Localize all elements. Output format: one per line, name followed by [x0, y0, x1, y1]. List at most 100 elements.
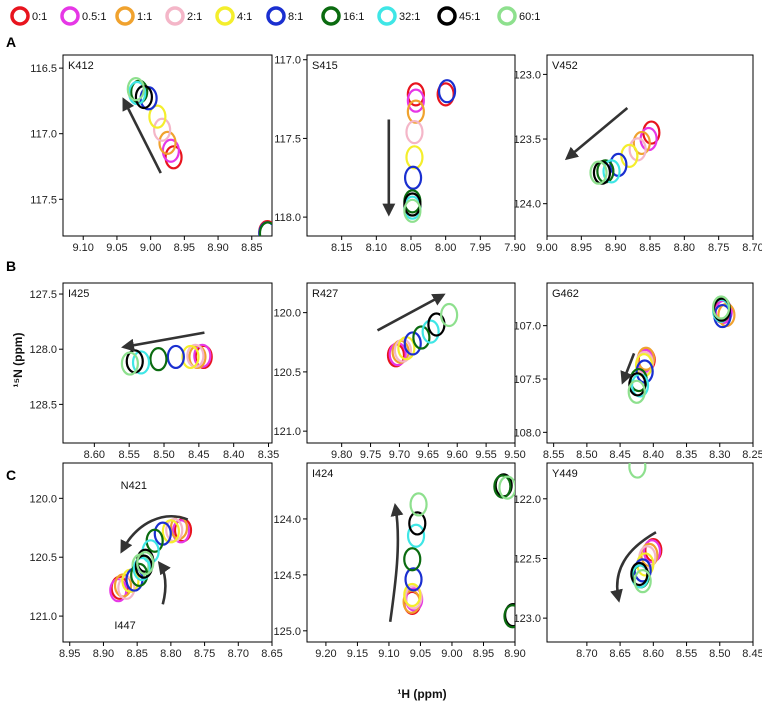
peak-8-1: [437, 79, 457, 104]
plot-area: [403, 79, 457, 223]
y-tick-label: 124.5: [273, 570, 301, 582]
x-tick-label: 8.35: [258, 449, 279, 461]
legend: 0:1 0.5:1 1:1 2:1 4:1 8:1 16:1 32:1 45:1 60:1: [10, 6, 540, 26]
panel-4: 8.60 8.55 8.50 8.45 8.40 8.35 127.5 128.0 128.5 I…: [29, 282, 279, 461]
x-tick-label: 8.85: [126, 648, 147, 660]
legend-label: 4:1: [237, 11, 252, 23]
y-tick-label: 122.0: [513, 494, 541, 506]
x-tick-label: 8.30: [709, 449, 730, 461]
shift-arrow: [122, 97, 162, 174]
legend-swatch: [437, 6, 457, 26]
x-tick-label: 9.00: [536, 242, 557, 254]
peak-60-1: [126, 77, 145, 102]
y-tick-label: 122.5: [513, 553, 541, 565]
panels: 9.10 9.05 9.00 8.95 8.90 8.85 116.5 117.0 117.5 K…: [29, 54, 762, 660]
plot-frame: [62, 54, 273, 237]
legend-label: 60:1: [519, 11, 540, 23]
x-tick-label: 9.75: [360, 449, 381, 461]
peak-60-1: [712, 295, 731, 320]
y-tick-label: 117.5: [30, 194, 57, 206]
y-tick-label: 127.5: [29, 289, 57, 301]
x-tick-label: 8.45: [609, 449, 630, 461]
x-tick-label: 9.10: [73, 242, 94, 254]
x-tick-label: 8.50: [153, 449, 174, 461]
x-tick-label: 9.10: [378, 648, 399, 660]
x-tick-label: 8.90: [504, 648, 525, 660]
y-tick-label: 123.0: [513, 69, 541, 81]
panel-title: Y449: [552, 468, 578, 480]
shift-arrow: [376, 293, 446, 332]
panel-7: 8.95 8.90 8.85 8.80 8.75 8.70 8.65 120.0 120.5 12…: [29, 462, 283, 660]
peak-32-1: [602, 159, 621, 184]
y-tick-label: 117.5: [274, 133, 301, 145]
peak-32-1: [406, 523, 426, 548]
x-tick-label: 9.50: [504, 449, 525, 461]
legend-label: 1:1: [137, 11, 152, 23]
row-label-A: A: [6, 34, 16, 50]
y-tick-label: 125.0: [273, 626, 301, 638]
shift-arrow: [564, 107, 629, 161]
y-tick-label: 124.0: [273, 514, 301, 526]
x-tick-label: 8.50: [709, 648, 730, 660]
x-tick-label: 8.60: [643, 648, 664, 660]
legend-label: 16:1: [343, 11, 364, 23]
row-label-B: B: [6, 258, 16, 274]
x-tick-label: 9.60: [447, 449, 468, 461]
legend-label: 32:1: [399, 11, 420, 23]
x-tick-label: 9.05: [106, 242, 127, 254]
x-tick-label: 8.70: [576, 648, 597, 660]
y-tick-label: 120.0: [29, 493, 57, 505]
plot-frame: [306, 54, 516, 237]
peak-4-1: [181, 344, 200, 370]
peak-60-1: [409, 492, 428, 517]
peak-60-1: [120, 351, 139, 376]
legend-label: 0.5:1: [82, 11, 106, 23]
peak-4-1: [405, 145, 424, 170]
peak-16-1: [412, 325, 431, 350]
panel-5: 9.80 9.75 9.70 9.65 9.60 9.55 9.50 120.0 120.5 12…: [273, 282, 526, 461]
y-tick-label: 107.5: [513, 374, 541, 386]
y-tick-label: 121.0: [29, 611, 57, 623]
plot-area: [402, 473, 515, 629]
peak-0-5-1: [406, 88, 425, 113]
x-tick-label: 8.55: [118, 449, 139, 461]
x-tick-label: 8.65: [609, 648, 630, 660]
panel-title: S415: [312, 60, 338, 72]
y-tick-label: 120.5: [273, 367, 301, 379]
x-tick-label: 8.90: [605, 242, 626, 254]
legend-swatch: [377, 6, 397, 26]
y-tick-label: 117.0: [274, 55, 301, 67]
y-tick-label: 107.0: [513, 321, 541, 333]
x-tick-label: 8.55: [543, 449, 564, 461]
x-tick-label: 8.40: [223, 449, 244, 461]
peak-4-1: [148, 104, 167, 129]
panel-title: K412: [68, 60, 94, 72]
y-axis-title: ¹⁵N (ppm): [11, 333, 25, 388]
peak-32-1: [421, 319, 440, 344]
y-tick-label: 121.0: [273, 426, 301, 438]
x-tick-label: 8.95: [59, 648, 80, 660]
panel-9: 8.70 8.65 8.60 8.55 8.50 8.45 122.0 122.5 123.0 Y…: [513, 462, 762, 660]
plot-frame: [62, 462, 273, 643]
plot-frame: [306, 462, 516, 643]
peak-60-1: [589, 160, 608, 185]
x-tick-label: 9.70: [389, 449, 410, 461]
x-tick-label: 7.95: [470, 242, 491, 254]
peak-8-1: [403, 331, 422, 356]
legend-label: 45:1: [459, 11, 480, 23]
x-tick-label: 8.95: [174, 242, 195, 254]
x-tick-label: 8.65: [261, 648, 282, 660]
peak-8-1: [404, 567, 423, 592]
x-tick-label: 8.85: [639, 242, 660, 254]
row-labels: A B C: [6, 34, 16, 483]
x-tick-label: 9.15: [347, 648, 368, 660]
y-tick-label: 108.0: [513, 427, 541, 439]
y-tick-label: 120.0: [273, 308, 301, 320]
legend-swatch: [115, 6, 135, 26]
shift-arrow: [388, 502, 404, 623]
peak-45-1: [630, 561, 649, 587]
annotation-label: N421: [121, 480, 147, 492]
plot-area: [627, 295, 736, 404]
legend-label: 2:1: [187, 11, 202, 23]
plot-frame: [306, 282, 516, 444]
